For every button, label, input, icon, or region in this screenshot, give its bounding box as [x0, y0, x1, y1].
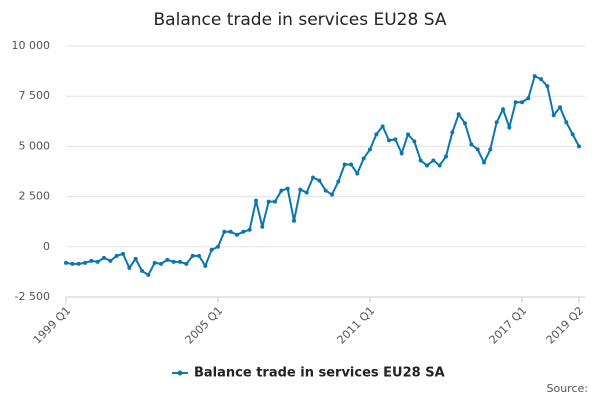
data-point: [551, 113, 556, 118]
series-line: [65, 74, 580, 277]
data-point: [102, 255, 106, 260]
data-point: [235, 232, 239, 237]
data-point: [76, 261, 81, 266]
data-point: [241, 229, 246, 234]
data-point: [412, 139, 417, 144]
data-point: [577, 144, 581, 149]
y-tick-label: 0: [43, 240, 50, 253]
data-point: [152, 260, 157, 265]
x-tick-label: 2011 Q1: [335, 304, 378, 347]
data-point: [437, 163, 442, 168]
data-point: [260, 224, 265, 229]
data-point: [507, 125, 512, 130]
data-point: [304, 190, 309, 195]
data-point: [387, 138, 391, 143]
data-point: [570, 132, 575, 137]
data-point: [317, 178, 322, 183]
data-point: [273, 199, 277, 204]
data-point: [254, 198, 258, 203]
data-point: [197, 253, 201, 258]
data-point: [444, 154, 448, 159]
data-point: [469, 142, 474, 147]
data-point: [545, 84, 550, 89]
data-point: [292, 218, 296, 223]
data-point: [532, 74, 537, 79]
data-point: [222, 229, 227, 234]
data-point: [216, 244, 220, 249]
data-point: [431, 158, 436, 163]
legend-label: Balance trade in services EU28 SA: [194, 366, 445, 381]
data-point: [368, 147, 372, 152]
data-point: [228, 229, 233, 234]
data-point: [520, 100, 524, 105]
data-point: [285, 186, 290, 191]
legend-marker: [177, 370, 183, 376]
data-point: [488, 147, 493, 152]
data-point: [342, 162, 347, 167]
data-point: [361, 156, 366, 161]
data-point: [494, 120, 499, 125]
data-point: [406, 132, 410, 137]
data-point: [89, 258, 94, 263]
chart-title: Balance trade in services EU28 SA: [154, 10, 447, 30]
x-tick-label: 2005 Q1: [183, 304, 226, 347]
data-point: [311, 175, 315, 180]
data-point: [564, 120, 569, 125]
data-point: [475, 147, 480, 152]
data-point: [190, 253, 195, 258]
data-point: [355, 171, 360, 176]
data-point: [203, 263, 208, 268]
y-tick-label: 10 000: [12, 39, 51, 52]
data-point: [127, 265, 132, 270]
data-point: [323, 188, 328, 193]
data-point: [336, 179, 341, 184]
data-point: [95, 259, 100, 264]
data-point: [418, 158, 423, 163]
data-point: [526, 96, 531, 101]
x-tick-label: 2017 Q1: [487, 304, 530, 347]
data-point: [399, 151, 404, 156]
data-point: [425, 163, 429, 168]
data-point: [171, 259, 176, 264]
x-tick-label: 1999 Q1: [31, 304, 74, 347]
data-point: [393, 137, 398, 142]
data-point: [83, 260, 87, 265]
data-point: [501, 107, 505, 112]
data-point: [247, 227, 252, 232]
data-point: [558, 105, 562, 110]
data-point: [146, 272, 151, 277]
data-point: [165, 257, 170, 262]
data-point: [450, 130, 455, 135]
data-point: [266, 199, 271, 204]
data-point: [330, 192, 334, 197]
data-point: [70, 261, 75, 266]
y-tick-label: 7 500: [19, 89, 51, 102]
y-tick-label: -2 500: [15, 290, 50, 303]
data-point: [456, 112, 461, 117]
data-point: [184, 261, 189, 266]
data-point: [380, 124, 385, 129]
data-point: [133, 256, 138, 261]
data-point: [349, 162, 353, 167]
data-point: [178, 259, 182, 264]
source: Source:: [547, 382, 589, 395]
data-point: [121, 251, 125, 256]
data-point: [114, 253, 119, 258]
data-point: [513, 100, 518, 105]
data-point: [64, 260, 68, 265]
data-point: [539, 77, 543, 82]
data-point: [209, 247, 214, 252]
y-tick-label: 2 500: [19, 190, 51, 203]
data-point: [463, 121, 467, 126]
y-tick-label: 5 000: [19, 139, 51, 152]
x-tick-label: 2019 Q2: [544, 304, 587, 347]
data-point: [298, 187, 303, 192]
data-point: [482, 160, 486, 165]
data-point: [159, 261, 163, 266]
data-point: [140, 268, 144, 273]
data-point: [108, 258, 113, 263]
data-point: [279, 188, 284, 193]
data-point: [374, 132, 379, 137]
